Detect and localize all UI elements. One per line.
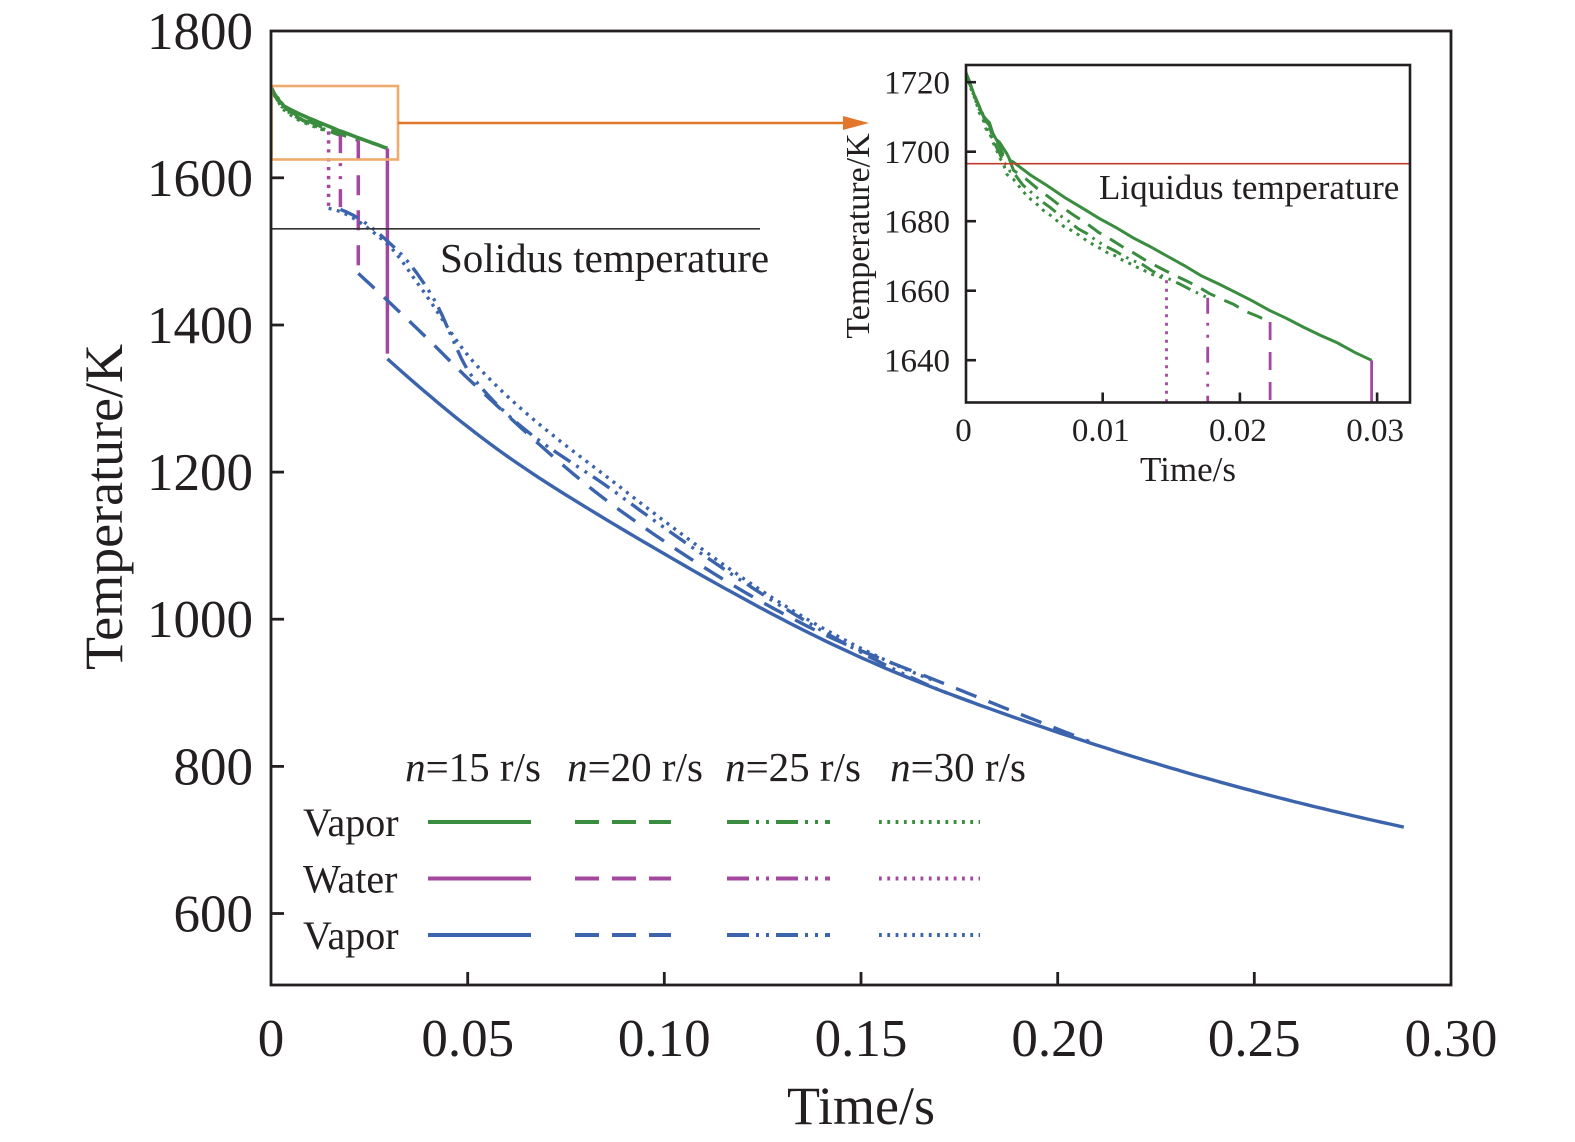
svg-text:0.03: 0.03 bbox=[1346, 413, 1404, 449]
svg-text:1640: 1640 bbox=[884, 344, 950, 380]
svg-text:0.05: 0.05 bbox=[421, 1010, 514, 1068]
svg-text:Vapor: Vapor bbox=[303, 913, 399, 958]
svg-text:Water: Water bbox=[303, 857, 398, 902]
svg-text:1680: 1680 bbox=[884, 205, 950, 241]
svg-text:n=30 r/s: n=30 r/s bbox=[890, 744, 1026, 790]
svg-text:0.02: 0.02 bbox=[1209, 413, 1267, 449]
svg-text:1700: 1700 bbox=[884, 135, 950, 171]
svg-text:0.30: 0.30 bbox=[1405, 1010, 1498, 1068]
svg-text:Time/s: Time/s bbox=[1140, 450, 1236, 489]
svg-text:Vapor: Vapor bbox=[303, 800, 399, 845]
svg-text:n=20 r/s: n=20 r/s bbox=[567, 744, 703, 790]
svg-text:Temperature/K: Temperature/K bbox=[74, 344, 134, 670]
svg-text:1660: 1660 bbox=[884, 274, 950, 310]
svg-text:1200: 1200 bbox=[147, 444, 253, 502]
svg-text:600: 600 bbox=[174, 885, 254, 943]
svg-text:0.01: 0.01 bbox=[1072, 413, 1130, 449]
svg-text:Liquidus temperature: Liquidus temperature bbox=[1099, 168, 1399, 207]
svg-text:0.10: 0.10 bbox=[618, 1010, 711, 1068]
svg-text:1720: 1720 bbox=[884, 66, 950, 102]
svg-text:Solidus temperature: Solidus temperature bbox=[440, 235, 769, 281]
svg-text:1000: 1000 bbox=[147, 591, 253, 649]
svg-text:800: 800 bbox=[174, 738, 254, 796]
svg-text:0.15: 0.15 bbox=[815, 1010, 908, 1068]
svg-text:n=25 r/s: n=25 r/s bbox=[725, 744, 861, 790]
svg-text:n=15 r/s: n=15 r/s bbox=[405, 744, 541, 790]
svg-text:Temperature/K: Temperature/K bbox=[840, 133, 877, 339]
svg-text:1400: 1400 bbox=[147, 297, 253, 355]
svg-text:1800: 1800 bbox=[147, 3, 253, 61]
svg-text:0.20: 0.20 bbox=[1011, 1010, 1104, 1068]
svg-text:0.25: 0.25 bbox=[1208, 1010, 1301, 1068]
svg-text:1600: 1600 bbox=[147, 150, 253, 208]
svg-text:Time/s: Time/s bbox=[787, 1076, 935, 1136]
svg-text:0: 0 bbox=[955, 413, 972, 449]
svg-text:0: 0 bbox=[258, 1010, 285, 1068]
